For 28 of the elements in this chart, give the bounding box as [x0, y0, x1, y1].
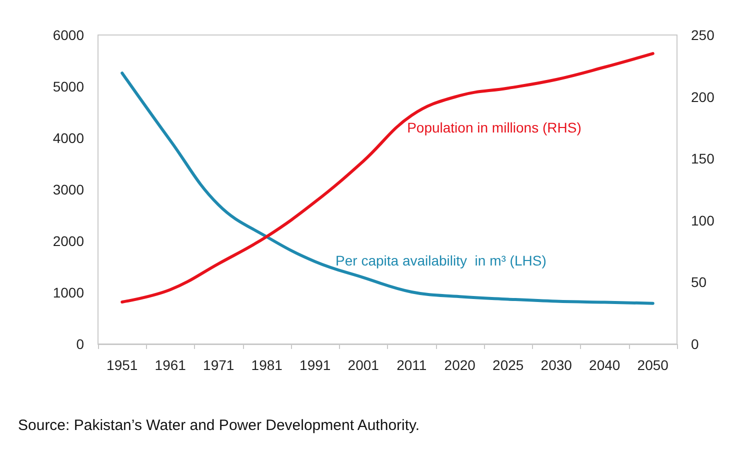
y-tick-label: 5000 [52, 78, 84, 94]
y2-tick-label: 0 [691, 336, 699, 352]
y-tick-label: 4000 [52, 130, 84, 146]
x-tick-label: 1991 [300, 357, 331, 373]
x-tick-label: 2001 [348, 357, 380, 373]
y2-tick-label: 250 [691, 27, 715, 43]
y2-tick-label: 150 [691, 150, 715, 167]
y-tick-label: 1000 [52, 284, 84, 300]
x-tick-label: 2025 [492, 357, 524, 373]
x-tick-label: 1981 [251, 357, 283, 373]
series-label: Population in millions (RHS) [407, 120, 582, 136]
y-tick-label: 6000 [52, 27, 84, 43]
y-tick-label: 3000 [52, 182, 84, 198]
y-tick-label: 0 [76, 336, 84, 352]
x-tick-label: 1961 [154, 357, 186, 373]
x-tick-label: 2030 [540, 357, 572, 373]
x-tick-label: 2011 [396, 357, 427, 373]
series-label: Per capita availability in m³ (LHS) [336, 252, 546, 269]
x-tick-label: 1971 [203, 357, 234, 373]
y2-tick-label: 100 [691, 212, 715, 228]
y-tick-label: 2000 [52, 233, 84, 249]
x-tick-label: 1951 [106, 357, 138, 373]
x-tick-label: 2050 [637, 357, 669, 373]
source-note: Source: Pakistan’s Water and Power Development Authority. [18, 417, 420, 434]
y2-tick-label: 50 [691, 274, 707, 290]
y2-tick-label: 200 [691, 88, 715, 105]
x-tick-label: 2020 [444, 357, 476, 373]
x-tick-label: 2040 [589, 357, 620, 373]
